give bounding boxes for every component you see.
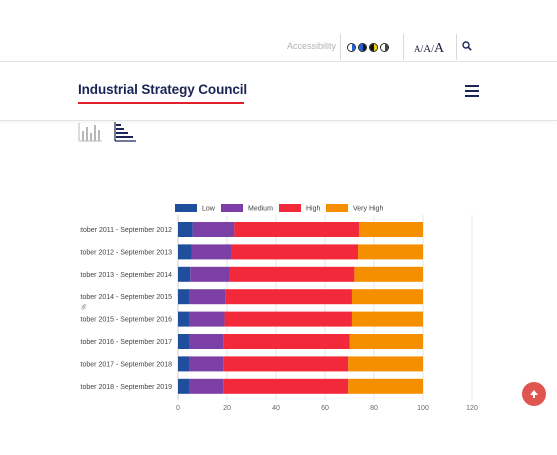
utility-bar: Accessibility A/A/A	[0, 0, 557, 62]
x-tick-label: 80	[370, 405, 378, 412]
x-tick-label: 20	[223, 405, 231, 412]
bar-segment	[229, 266, 355, 282]
bar-segment	[349, 334, 423, 349]
bar-segment	[231, 244, 359, 260]
legend-label: High	[306, 206, 321, 213]
bar-segment	[189, 289, 226, 305]
font-size-large-button[interactable]: A	[434, 41, 445, 56]
contrast-navy-icon[interactable]	[358, 43, 367, 52]
x-tick-label: 100	[417, 405, 429, 412]
divider	[403, 34, 404, 60]
bar-segment	[189, 334, 224, 349]
legend-swatch	[175, 204, 197, 212]
x-tick-label: 0	[176, 405, 180, 412]
brand-underline	[78, 102, 244, 104]
y-axis-label: %	[82, 304, 88, 310]
bar-segment	[234, 222, 360, 237]
font-size-medium-button[interactable]: A	[423, 43, 432, 55]
bar-segment	[189, 311, 225, 327]
bar-segment	[178, 222, 193, 237]
bar-segment	[189, 378, 224, 394]
legend-label: Very High	[353, 206, 383, 213]
font-size-options: A/A/A	[414, 39, 444, 57]
column-chart-icon[interactable]	[78, 122, 102, 142]
bar-segment	[358, 244, 423, 260]
bar-chart-icon[interactable]	[114, 122, 138, 142]
bar-segment	[354, 266, 423, 282]
hamburger-menu-icon[interactable]	[465, 85, 479, 97]
bar-segment	[223, 334, 350, 349]
bar-segment	[178, 289, 190, 305]
bar-segment	[178, 356, 190, 372]
legend-label: Low	[202, 206, 216, 213]
x-tick-label: 60	[321, 405, 329, 412]
bar-segment	[351, 311, 423, 327]
font-size-small-button[interactable]: A	[414, 44, 421, 54]
x-tick-label: 40	[272, 405, 280, 412]
bar-segment	[178, 334, 190, 349]
bar-segment	[178, 266, 191, 282]
contrast-yellow-icon[interactable]	[369, 43, 378, 52]
y-tick-label: October 2017 - September 2018	[72, 361, 173, 368]
bar-segment	[190, 266, 230, 282]
arrow-up-icon	[530, 390, 538, 398]
accessibility-label[interactable]: Accessibility	[287, 41, 337, 51]
bar-segment	[224, 311, 352, 327]
divider	[340, 34, 341, 60]
bar-segment	[178, 311, 190, 327]
scroll-top-button[interactable]	[522, 382, 546, 406]
contrast-options	[347, 43, 389, 52]
legend-swatch	[221, 204, 243, 212]
bar-segment	[223, 356, 349, 372]
x-tick-label: 120	[466, 405, 478, 412]
bar-segment	[192, 222, 235, 237]
contrast-blue-icon[interactable]	[347, 43, 356, 52]
y-tick-label: October 2016 - September 2017	[72, 339, 173, 346]
divider	[456, 34, 457, 60]
stacked-bar-chart: 0 20 40 60 80 100 120% October 2011 - September…	[72, 204, 478, 412]
y-tick-label: October 2014 - September 2015	[72, 294, 173, 301]
font-size-separator: /	[420, 44, 424, 55]
bar-segment	[189, 356, 224, 372]
bar-segment	[191, 244, 232, 260]
legend-label: Medium	[248, 206, 273, 213]
bar-segment	[225, 289, 352, 305]
bar-segment	[348, 356, 423, 372]
y-tick-label: October 2012 - September 2013	[72, 249, 173, 256]
site-header: Industrial Strategy Council	[0, 63, 557, 121]
y-tick-label: October 2015 - September 2016	[72, 317, 173, 324]
bar-segment	[178, 244, 192, 260]
bar-segment	[178, 378, 190, 394]
bar-segment	[348, 378, 423, 394]
search-icon[interactable]	[462, 41, 472, 51]
bar-segment	[223, 378, 349, 394]
legend-swatch	[279, 204, 301, 212]
bar-segment	[351, 289, 423, 305]
bar-segment	[359, 222, 423, 237]
site-brand[interactable]: Industrial Strategy Council	[78, 82, 248, 97]
y-tick-label: October 2011 - September 2012	[72, 227, 172, 234]
legend-swatch	[326, 204, 348, 212]
font-size-separator: /	[431, 44, 435, 55]
y-tick-label: October 2018 - September 2019	[72, 384, 173, 391]
y-tick-label: October 2013 - September 2014	[72, 272, 173, 279]
contrast-gray-icon[interactable]	[380, 43, 389, 52]
